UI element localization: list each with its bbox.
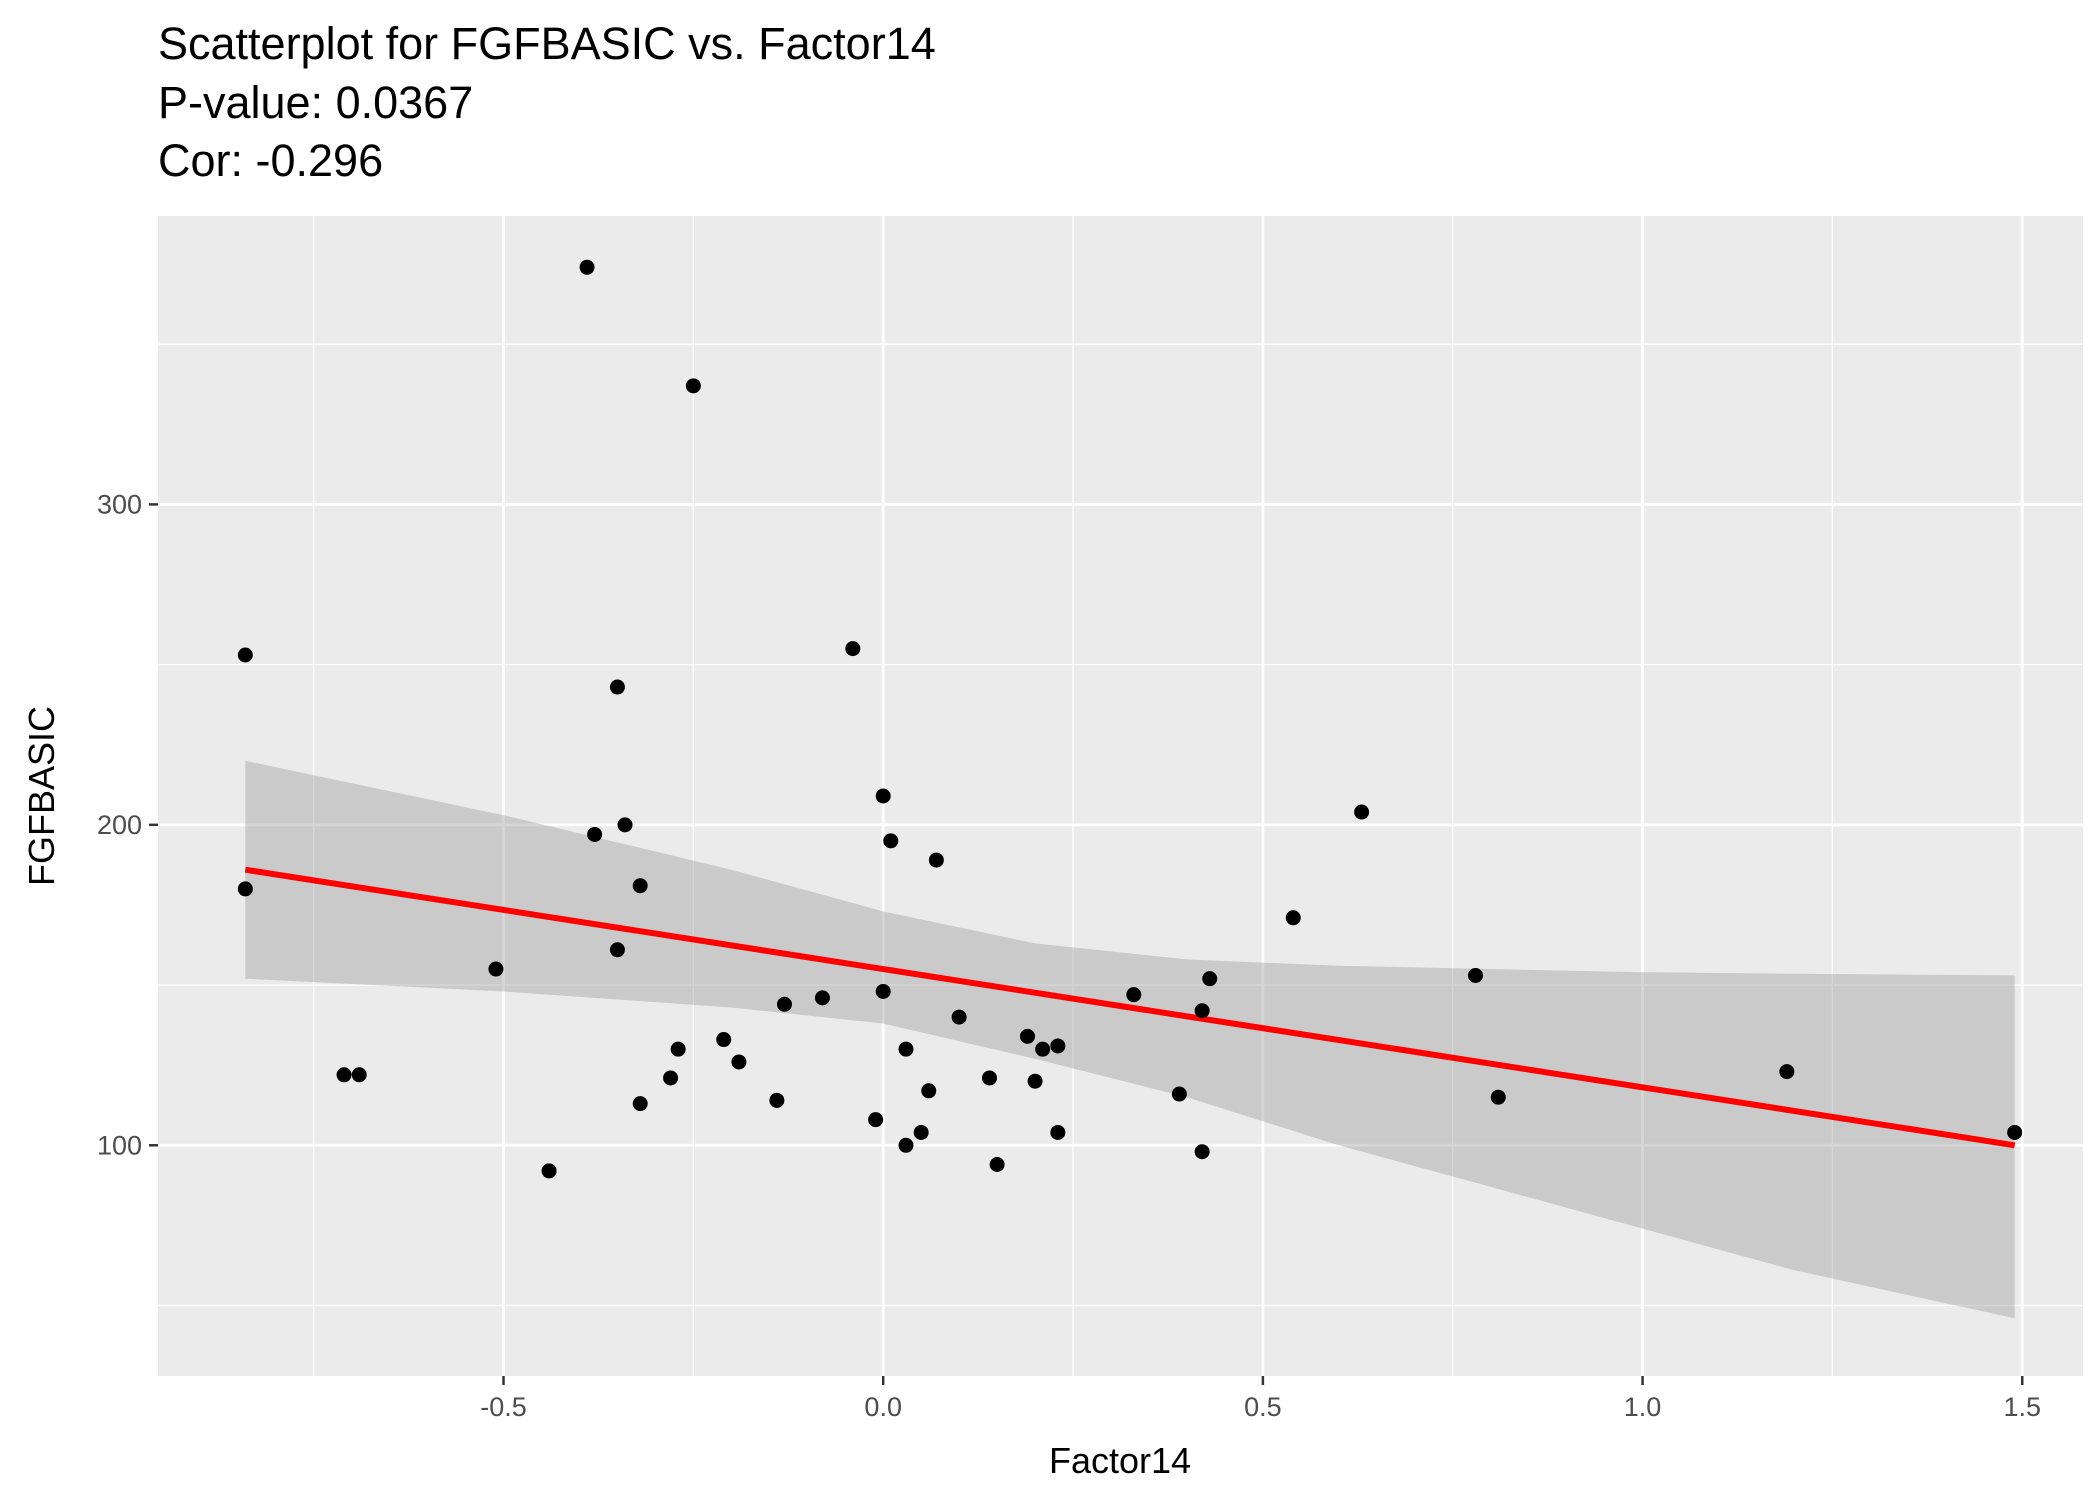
data-point bbox=[587, 826, 603, 842]
x-tick-label: 0.5 bbox=[1244, 1392, 1282, 1422]
data-point bbox=[875, 788, 891, 804]
data-point bbox=[685, 378, 701, 394]
data-point bbox=[989, 1157, 1005, 1173]
data-point bbox=[1285, 910, 1301, 926]
data-point bbox=[1354, 804, 1370, 820]
axes: -0.5 0.0 0.5 1.0 1.5 100 200 300 bbox=[97, 489, 2041, 1422]
data-point bbox=[1035, 1041, 1051, 1057]
data-point bbox=[1027, 1073, 1043, 1089]
data-point bbox=[868, 1112, 884, 1128]
chart-subtitle-correlation: Cor: -0.296 bbox=[158, 135, 383, 186]
data-point bbox=[913, 1124, 929, 1140]
data-point bbox=[1126, 987, 1142, 1003]
y-axis-title: FGFBASIC bbox=[21, 706, 62, 886]
data-point bbox=[351, 1067, 367, 1083]
data-point bbox=[1194, 1144, 1210, 1160]
chart-subtitle-pvalue: P-value: 0.0367 bbox=[158, 77, 473, 128]
x-tick-label: 1.5 bbox=[2003, 1392, 2041, 1422]
data-point bbox=[898, 1137, 914, 1153]
data-point bbox=[670, 1041, 686, 1057]
data-point bbox=[237, 881, 253, 897]
data-point bbox=[982, 1070, 998, 1086]
data-point bbox=[237, 647, 253, 663]
data-point bbox=[769, 1092, 785, 1108]
chart-title: Scatterplot for FGFBASIC vs. Factor14 bbox=[158, 18, 936, 69]
data-point bbox=[617, 817, 633, 833]
data-point bbox=[609, 679, 625, 695]
data-point bbox=[609, 942, 625, 958]
confidence-band bbox=[245, 760, 2015, 1319]
data-point bbox=[928, 852, 944, 868]
data-point bbox=[814, 990, 830, 1006]
data-point bbox=[898, 1041, 914, 1057]
data-point bbox=[716, 1032, 732, 1048]
data-point bbox=[632, 1096, 648, 1112]
y-tick-label: 200 bbox=[97, 810, 142, 840]
plot-panel bbox=[158, 216, 2083, 1376]
data-point bbox=[1468, 967, 1484, 983]
data-point bbox=[632, 878, 648, 894]
x-tick-label: -0.5 bbox=[480, 1392, 527, 1422]
regression-line bbox=[244, 866, 2016, 1149]
data-point bbox=[883, 833, 899, 849]
x-axis-title: Factor14 bbox=[1049, 1440, 1191, 1481]
data-point bbox=[1050, 1124, 1066, 1140]
x-tick-label: 0.0 bbox=[864, 1392, 902, 1422]
y-tick-label: 300 bbox=[97, 489, 142, 519]
data-point bbox=[1490, 1089, 1506, 1105]
data-point bbox=[731, 1054, 747, 1070]
data-point bbox=[875, 983, 891, 999]
data-point bbox=[579, 259, 595, 275]
data-point bbox=[921, 1083, 937, 1099]
data-point bbox=[541, 1163, 557, 1179]
y-tick-label: 100 bbox=[97, 1130, 142, 1160]
data-point bbox=[1779, 1064, 1795, 1080]
regression-line-layer bbox=[244, 866, 2016, 1149]
data-point bbox=[1194, 1003, 1210, 1019]
data-point bbox=[1019, 1028, 1035, 1044]
data-point bbox=[1171, 1086, 1187, 1102]
confidence-band-layer bbox=[245, 760, 2015, 1319]
data-point bbox=[1050, 1038, 1066, 1054]
data-point bbox=[2007, 1124, 2023, 1140]
data-point bbox=[336, 1067, 352, 1083]
data-point bbox=[776, 996, 792, 1012]
data-points bbox=[237, 259, 2023, 1179]
data-point bbox=[663, 1070, 679, 1086]
data-point bbox=[488, 961, 504, 977]
data-point bbox=[845, 641, 861, 657]
data-point bbox=[951, 1009, 967, 1025]
data-point bbox=[1202, 971, 1218, 987]
x-tick-label: 1.0 bbox=[1624, 1392, 1662, 1422]
